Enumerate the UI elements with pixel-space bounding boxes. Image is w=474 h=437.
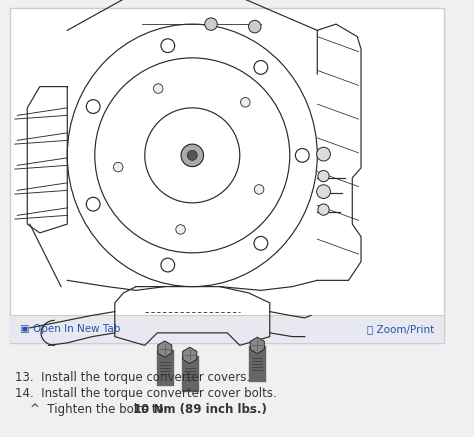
Circle shape: [161, 39, 175, 52]
Circle shape: [317, 147, 330, 161]
Circle shape: [255, 185, 264, 194]
Ellipse shape: [181, 144, 203, 166]
Text: 14.  Install the torque converter cover bolts.: 14. Install the torque converter cover b…: [15, 387, 277, 400]
Circle shape: [161, 258, 175, 272]
Text: 10 Nm (89 inch lbs.): 10 Nm (89 inch lbs.): [133, 403, 267, 416]
Circle shape: [113, 162, 123, 172]
Polygon shape: [183, 347, 197, 364]
Circle shape: [248, 21, 261, 33]
Circle shape: [295, 149, 309, 162]
Text: ^  Tighten the bolts to: ^ Tighten the bolts to: [15, 403, 167, 416]
Circle shape: [254, 61, 268, 74]
Circle shape: [86, 100, 100, 114]
Circle shape: [317, 185, 330, 198]
Text: .: .: [248, 403, 252, 416]
Text: 🔍 Zoom/Print: 🔍 Zoom/Print: [367, 324, 434, 334]
Ellipse shape: [187, 150, 197, 160]
Circle shape: [154, 84, 163, 93]
Circle shape: [205, 18, 217, 30]
Circle shape: [254, 236, 268, 250]
Bar: [10, 315, 444, 343]
Bar: [10, 8, 444, 343]
Polygon shape: [158, 341, 172, 357]
Text: ▣ Open In New Tab: ▣ Open In New Tab: [20, 324, 120, 334]
Text: 13.  Install the torque converter covers.: 13. Install the torque converter covers.: [15, 371, 250, 384]
Polygon shape: [250, 337, 264, 354]
Circle shape: [318, 204, 329, 215]
Circle shape: [86, 197, 100, 211]
Circle shape: [318, 170, 329, 182]
Circle shape: [241, 97, 250, 107]
Circle shape: [176, 225, 185, 234]
